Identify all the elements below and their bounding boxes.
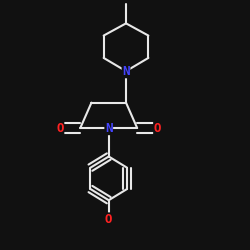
Text: O: O (56, 122, 64, 134)
Text: O: O (154, 122, 161, 134)
Text: N: N (122, 65, 130, 78)
Text: N: N (105, 122, 112, 134)
Text: O: O (105, 213, 112, 226)
